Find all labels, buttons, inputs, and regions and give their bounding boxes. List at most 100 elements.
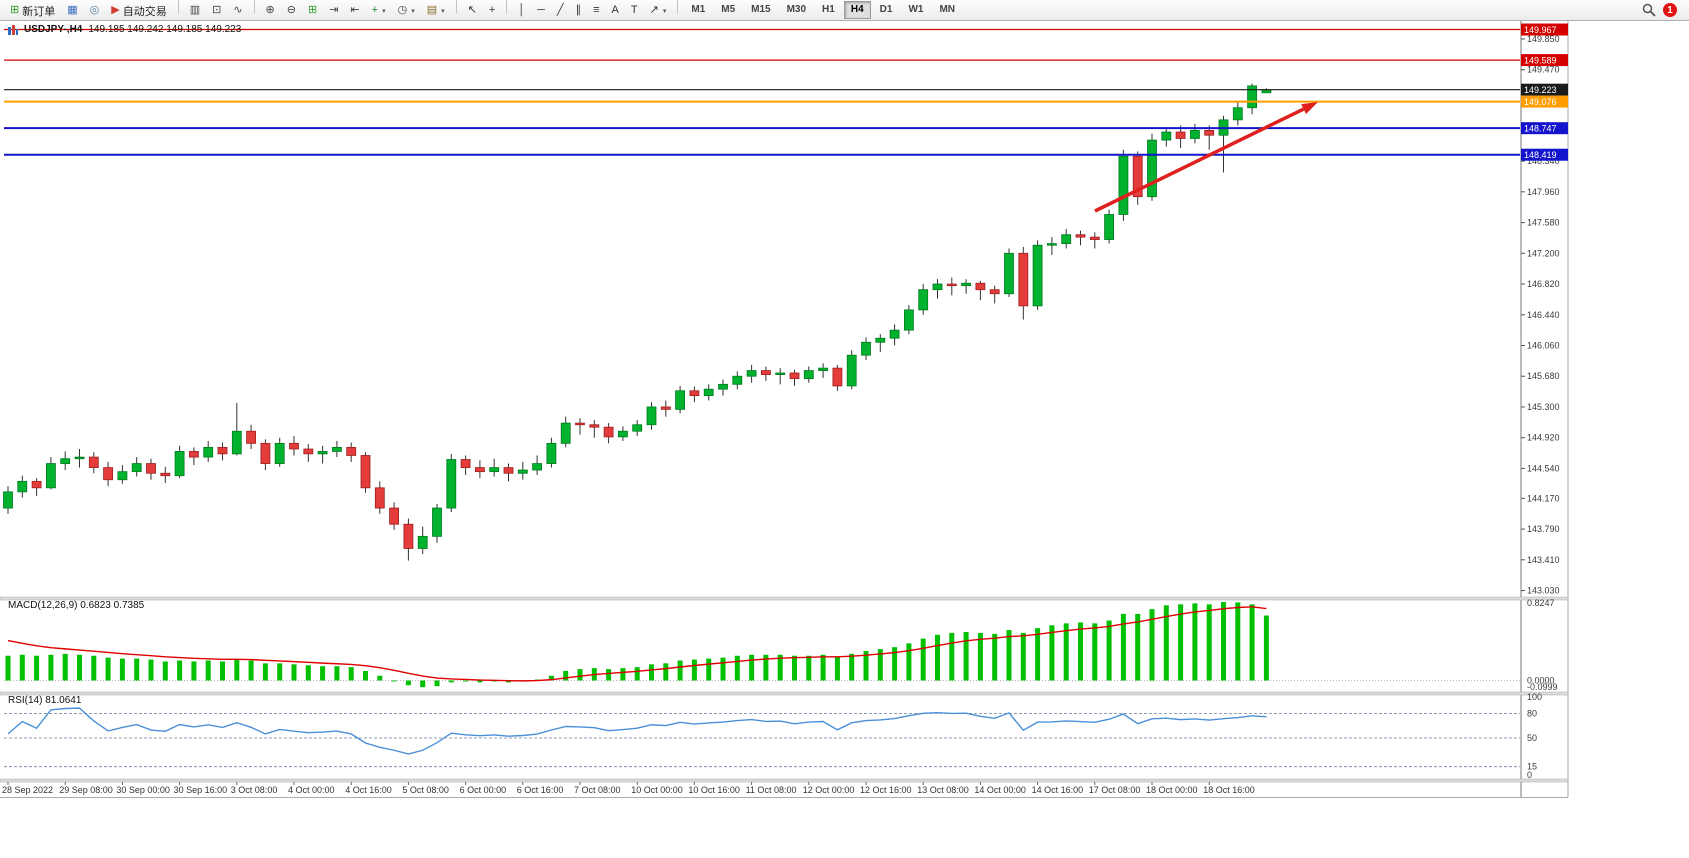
- channel-button[interactable]: ∥: [571, 1, 587, 21]
- rsi-scale-label: 15: [1527, 762, 1537, 772]
- candle-body: [818, 367, 828, 371]
- symbol-timeframe-label: USDJPY-,H4: [24, 24, 83, 35]
- panel-separator[interactable]: [0, 778, 1569, 783]
- macd-histogram-bar: [706, 658, 712, 681]
- text-button[interactable]: A: [607, 1, 624, 21]
- templates-button[interactable]: ▤ ▾: [422, 1, 450, 21]
- indicators-button[interactable]: + ▾: [367, 1, 391, 21]
- time-axis-label: 6 Oct 00:00: [460, 785, 507, 795]
- chart-shift-button[interactable]: ⇤: [345, 1, 364, 21]
- auto-scroll-button[interactable]: ⇥: [324, 1, 343, 21]
- candle-body: [918, 289, 929, 311]
- macd-histogram-bar: [34, 655, 40, 681]
- notification-badge[interactable]: 1: [1663, 3, 1677, 17]
- candle-body: [603, 426, 614, 438]
- cursor-button[interactable]: ↖: [463, 1, 482, 21]
- candle-body: [1161, 131, 1172, 141]
- time-axis-label: 17 Oct 08:00: [1089, 785, 1141, 795]
- bar-chart-button[interactable]: ▥: [185, 1, 205, 21]
- candlestick-chart-button[interactable]: ⊡: [207, 1, 226, 21]
- profiles-button[interactable]: ◎: [85, 1, 105, 21]
- channel-icon: ∥: [575, 4, 582, 17]
- candle-body: [474, 467, 485, 473]
- toolbar-separator: [506, 0, 508, 14]
- chart-shift-icon: ⇤: [350, 4, 360, 17]
- tf-m30-button[interactable]: M30: [786, 4, 807, 15]
- macd-histogram-bar: [863, 650, 869, 681]
- candle-body: [117, 471, 128, 481]
- candle-body: [904, 309, 914, 331]
- candle-body: [60, 458, 71, 464]
- macd-histogram-bar: [992, 633, 998, 681]
- tf-mn-button[interactable]: MN: [939, 4, 955, 15]
- panel-separator[interactable]: [0, 596, 1569, 601]
- candle-body: [1247, 85, 1257, 109]
- zoom-in-button[interactable]: ⊕: [261, 1, 280, 21]
- candle-body: [1232, 107, 1243, 121]
- macd-histogram-bar: [205, 660, 211, 681]
- bid-price-line-badge-label: 149.223: [1524, 85, 1557, 95]
- tf-h4-button[interactable]: H4: [843, 1, 871, 19]
- line-chart-button[interactable]: ∿: [228, 1, 247, 21]
- tf-m15-button[interactable]: M15: [751, 4, 771, 15]
- vertical-line-icon: │: [518, 4, 526, 17]
- new-order-icon: ⊞: [10, 4, 20, 17]
- time-axis-label: 30 Sep 00:00: [116, 785, 170, 795]
- macd-histogram-bar: [906, 643, 912, 681]
- macd-histogram-bar: [1235, 602, 1241, 681]
- macd-histogram-bar: [935, 634, 940, 681]
- macd-histogram-bar: [377, 675, 383, 681]
- rsi-header: RSI(14) 81.0641: [8, 695, 82, 706]
- tile-windows-button[interactable]: ⊞: [303, 1, 322, 21]
- time-axis-label: 11 Oct 08:00: [746, 785, 797, 795]
- macd-histogram-bar: [734, 655, 740, 681]
- arrows-button[interactable]: ↗ ▾: [645, 1, 672, 21]
- periods-button[interactable]: ◷ ▾: [393, 1, 420, 21]
- tf-w1-button[interactable]: W1: [908, 4, 924, 15]
- time-axis-label: 28 Sep 2022: [2, 785, 53, 795]
- macd-histogram-bar: [363, 670, 368, 681]
- candle-body: [932, 283, 943, 291]
- new-order-button[interactable]: ⊞ 新订单: [5, 1, 60, 21]
- tf-m1-button[interactable]: M1: [691, 4, 706, 15]
- macd-histogram-bar: [1263, 615, 1269, 681]
- tf-d1-button[interactable]: D1: [879, 4, 893, 15]
- candle-body: [532, 463, 542, 471]
- horizontal-line-button[interactable]: ─: [532, 1, 550, 21]
- pivot-line-badge-label: 149.076: [1524, 97, 1557, 107]
- candle-body: [131, 463, 142, 473]
- time-axis-label: 13 Oct 08:00: [917, 785, 969, 795]
- resistance-line-2-badge: [1521, 54, 1568, 67]
- autotrading-button[interactable]: ▶ 自动交易: [106, 1, 171, 21]
- panel-separator[interactable]: [0, 691, 1569, 696]
- macd-histogram-bar: [248, 660, 254, 681]
- candle-body: [589, 424, 600, 428]
- tf-h1-button[interactable]: H1: [822, 4, 835, 15]
- macd-histogram-bar: [1178, 604, 1184, 681]
- vertical-line-button[interactable]: │: [513, 1, 530, 21]
- candle-body: [975, 282, 986, 291]
- fibonacci-button[interactable]: ≡: [588, 1, 604, 21]
- trend-arrow[interactable]: [1094, 107, 1305, 213]
- macd-histogram-bar: [348, 667, 354, 681]
- candle-body: [103, 467, 113, 481]
- search-icon[interactable]: [1642, 3, 1656, 17]
- macd-histogram-bar: [792, 655, 797, 681]
- zoom-out-button[interactable]: ⊖: [282, 1, 301, 21]
- macd-histogram-bar: [977, 632, 983, 681]
- macd-histogram-bar: [548, 675, 554, 681]
- text-label-button[interactable]: T: [626, 1, 643, 21]
- trendline-button[interactable]: ╱: [552, 1, 569, 21]
- macd-histogram-bar: [506, 680, 511, 683]
- macd-histogram-bar: [434, 680, 440, 687]
- crosshair-button[interactable]: +: [484, 1, 500, 21]
- macd-histogram-bar: [234, 659, 240, 681]
- horizontal-line-icon: ─: [537, 4, 545, 17]
- tf-m5-button[interactable]: M5: [721, 4, 736, 15]
- candle-body: [403, 523, 414, 549]
- candle-body: [174, 451, 185, 477]
- new-chart-button[interactable]: ▦: [62, 1, 82, 21]
- candle-body: [389, 507, 400, 525]
